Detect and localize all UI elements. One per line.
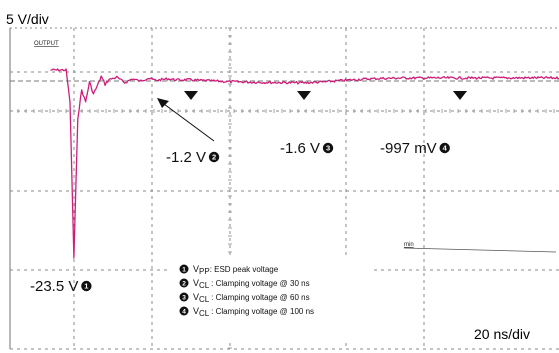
marker-number: 3 [326, 144, 330, 153]
reference-tag: min [404, 242, 414, 248]
legend-text: VCL : Clamping voltage @ 60 ns [193, 292, 310, 304]
marker-arrow [163, 103, 215, 142]
legend-text: VCL : Clamping voltage @ 100 ns [193, 306, 314, 318]
legend-item-3: 3 VCL : Clamping voltage @ 60 ns [179, 292, 310, 304]
channel-tag: OUTPUT [34, 41, 59, 47]
legend: 1 VPP: ESD peak voltage 2 VCL : Clamping vo… [179, 264, 314, 318]
marker-triangle [184, 91, 198, 100]
marker-arrowhead [157, 98, 169, 108]
marker-value-label: -1.2 V [166, 149, 206, 166]
legend-number: 3 [182, 295, 186, 302]
marker-4: -997 mV 4 [380, 91, 467, 157]
legend-number-badge [179, 306, 189, 316]
marker-value-label: -23.5 V [30, 278, 78, 295]
legend-text: VPP: ESD peak voltage [193, 264, 279, 276]
volts-per-division-label: 5 V/div [6, 11, 49, 27]
legend-box [168, 257, 370, 343]
signal-line [50, 68, 559, 259]
legend-number-badge [179, 264, 189, 274]
legend-number: 4 [182, 309, 186, 316]
marker-value-label: -997 mV [380, 140, 437, 157]
marker-number-badge [81, 280, 92, 292]
marker-triangle [297, 91, 311, 100]
legend-item-4: 4 VCL : Clamping voltage @ 100 ns [179, 306, 314, 318]
signal-trace [50, 68, 559, 259]
legend-number-badge [179, 278, 189, 288]
legend-item-1: 1 VPP: ESD peak voltage [179, 264, 279, 276]
legend-number: 1 [182, 267, 186, 274]
legend-number-badge [179, 292, 189, 302]
marker-number: 1 [84, 282, 88, 291]
marker-number-badge [322, 142, 334, 154]
marker-value-label: -1.6 V [280, 140, 320, 157]
measurement-markers: -23.5 V 1 -1.2 V 2 -1.6 V 3 -997 mV 4 [30, 91, 467, 295]
marker-number: 4 [443, 144, 448, 153]
marker-number-badge [439, 142, 450, 154]
legend-number: 2 [182, 281, 186, 288]
marker-triangle [453, 91, 467, 100]
legend-item-2: 2 VCL : Clamping voltage @ 30 ns [179, 278, 310, 290]
marker-2: -1.2 V 2 [157, 91, 220, 166]
marker-1: -23.5 V 1 [30, 278, 92, 295]
marker-number-badge [208, 151, 220, 163]
marker-3: -1.6 V 3 [280, 91, 334, 157]
reference-line [403, 247, 557, 253]
marker-number: 2 [212, 153, 216, 162]
legend-text: VCL : Clamping voltage @ 30 ns [193, 278, 310, 290]
time-per-division-label: 20 ns/div [474, 326, 530, 342]
